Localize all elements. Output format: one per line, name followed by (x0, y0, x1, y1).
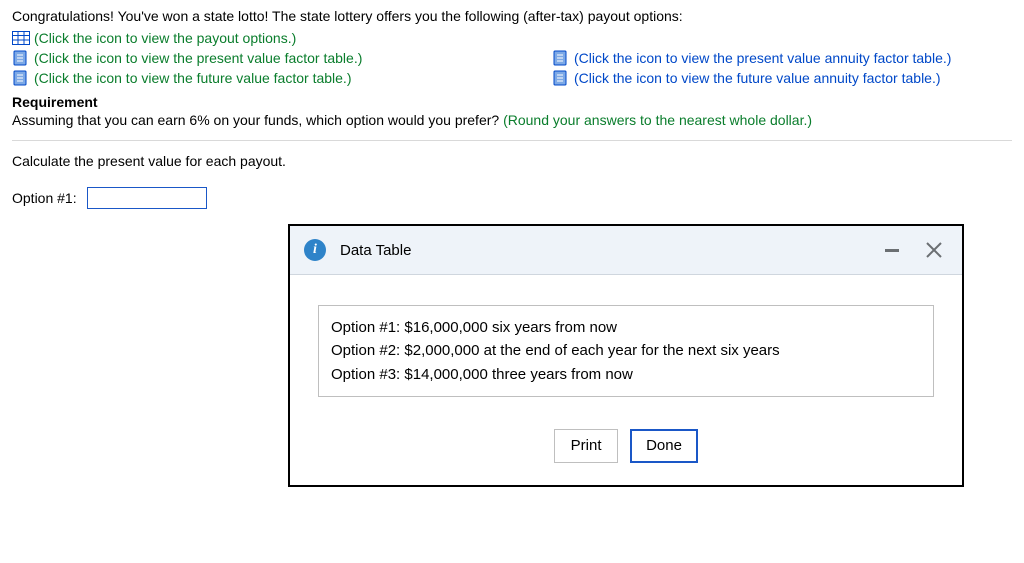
options-box: Option #1: $16,000,000 six years from no… (318, 305, 934, 397)
option1-input[interactable] (87, 187, 207, 209)
minimize-icon[interactable] (878, 236, 906, 264)
option1-label: Option #1: (12, 190, 77, 206)
option-line: Option #2: $2,000,000 at the end of each… (331, 339, 921, 362)
dialog-title: Data Table (340, 242, 411, 259)
fv-factor-link[interactable]: (Click the icon to view the future value… (34, 70, 351, 86)
calc-prompt: Calculate the present value for each pay… (12, 153, 1012, 169)
pv-annuity-link[interactable]: (Click the icon to view the present valu… (574, 50, 951, 66)
doc-icon[interactable] (552, 70, 570, 86)
grid-icon[interactable] (12, 30, 30, 46)
requirement-hint: (Round your answers to the nearest whole… (503, 112, 812, 128)
intro-text: Congratulations! You've won a state lott… (12, 8, 1012, 24)
close-icon[interactable] (920, 236, 948, 264)
done-button[interactable]: Done (630, 429, 698, 463)
option-line: Option #1: $16,000,000 six years from no… (331, 316, 921, 339)
option-line: Option #3: $14,000,000 three years from … (331, 363, 921, 386)
data-table-dialog: i Data Table Option #1: $16,000,000 six … (288, 224, 964, 487)
fv-annuity-link[interactable]: (Click the icon to view the future value… (574, 70, 941, 86)
pv-factor-link[interactable]: (Click the icon to view the present valu… (34, 50, 362, 66)
doc-icon[interactable] (12, 50, 30, 66)
print-button[interactable]: Print (554, 429, 618, 463)
doc-icon[interactable] (552, 50, 570, 66)
doc-icon[interactable] (12, 70, 30, 86)
dialog-header: i Data Table (290, 226, 962, 275)
info-icon: i (304, 239, 326, 261)
requirement-heading: Requirement (12, 94, 1012, 110)
requirement-text: Assuming that you can earn 6% on your fu… (12, 112, 1012, 128)
divider (12, 140, 1012, 141)
payout-options-link[interactable]: (Click the icon to view the payout optio… (34, 30, 296, 46)
requirement-body: Assuming that you can earn 6% on your fu… (12, 112, 503, 128)
